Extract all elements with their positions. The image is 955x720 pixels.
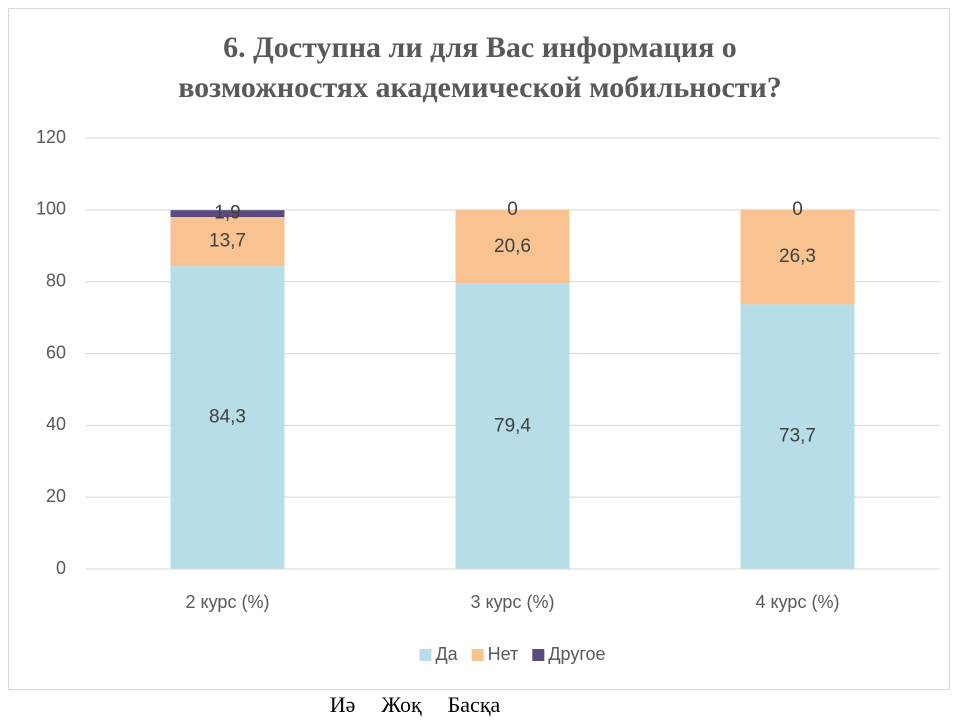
y-tick-label: 0 bbox=[56, 558, 66, 578]
data-label: 13,7 bbox=[209, 231, 246, 252]
legend-label: Да bbox=[435, 644, 458, 664]
y-tick-label: 60 bbox=[46, 342, 66, 362]
legend-label: Нет bbox=[488, 644, 519, 664]
legend-swatch bbox=[419, 649, 432, 661]
data-label: 1,9 bbox=[214, 203, 240, 224]
caption-word: Иә bbox=[330, 692, 356, 717]
bar-segment bbox=[740, 209, 855, 305]
data-label: 20,6 bbox=[494, 236, 531, 257]
legend-label: Другое bbox=[548, 644, 605, 664]
y-tick-label: 120 bbox=[36, 127, 66, 147]
bar-segment bbox=[170, 266, 285, 569]
legend-swatch bbox=[532, 649, 545, 661]
bar-segment bbox=[455, 209, 570, 284]
caption-word: Жоқ bbox=[381, 692, 422, 717]
bar-segment bbox=[170, 217, 285, 267]
x-tick-label: 2 курс (%) bbox=[186, 592, 270, 612]
y-tick-label: 20 bbox=[46, 486, 66, 506]
y-tick-label: 80 bbox=[46, 270, 66, 290]
bar-segment bbox=[740, 304, 855, 569]
data-label: 26,3 bbox=[779, 246, 816, 267]
chart-title: 6. Доступна ли для Вас информация о bbox=[223, 31, 737, 64]
legend-swatch bbox=[471, 649, 484, 661]
y-tick-label: 40 bbox=[46, 414, 66, 434]
x-tick-label: 3 курс (%) bbox=[471, 592, 555, 612]
data-label: 73,7 bbox=[779, 426, 816, 447]
bar-segment bbox=[455, 283, 570, 569]
chart-title: возможностях академической мобильности? bbox=[178, 71, 782, 104]
caption-word: Басқа bbox=[448, 692, 501, 717]
data-label: 84,3 bbox=[209, 407, 246, 428]
x-tick-label: 4 курс (%) bbox=[756, 592, 840, 612]
data-label: 0 bbox=[792, 199, 803, 220]
data-label: 0 bbox=[507, 199, 518, 220]
data-label: 79,4 bbox=[494, 415, 531, 436]
bar-segment bbox=[170, 210, 285, 218]
y-tick-label: 100 bbox=[36, 199, 66, 219]
